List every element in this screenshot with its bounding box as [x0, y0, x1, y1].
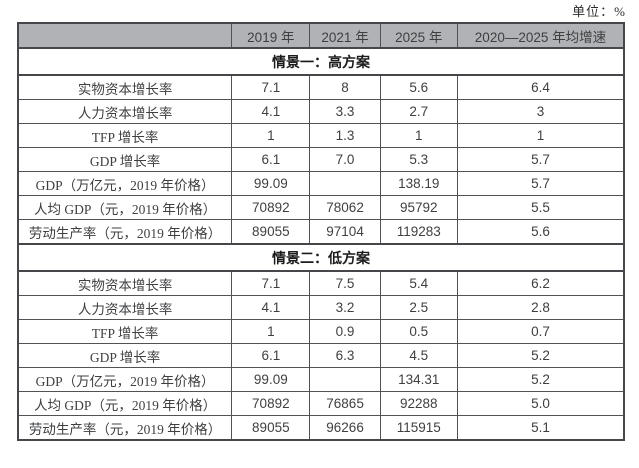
cell-value: 7.1 — [231, 74, 311, 100]
table-row: 劳动生产率（元，2019 年价格） 89055 96266 115915 5.1 — [17, 415, 625, 441]
cell-value: 5.2 — [456, 367, 625, 392]
section-header-low: 情景二：低方案 — [17, 243, 625, 272]
row-label: TFP 增长率 — [17, 123, 233, 148]
cell-value: 1 — [231, 319, 311, 344]
cell-value: 7.5 — [309, 270, 381, 296]
row-label: 人力资本增长率 — [17, 295, 233, 320]
row-label: 人均 GDP（元，2019 年价格） — [17, 195, 233, 220]
cell-value: 1 — [231, 123, 311, 148]
row-label: 实物资本增长率 — [17, 270, 233, 296]
row-label: GDP（万亿元，2019 年价格） — [17, 367, 233, 392]
row-label: GDP 增长率 — [17, 147, 233, 172]
cell-value: 0.5 — [379, 319, 458, 344]
cell-value: 5.6 — [456, 219, 625, 245]
cell-value: 78062 — [309, 195, 381, 220]
cell-value: 6.3 — [309, 343, 381, 368]
table-row: GDP（万亿元，2019 年价格） 99.09 134.31 5.2 — [17, 367, 625, 392]
cell-value: 1 — [456, 123, 625, 148]
cell-value: 5.3 — [379, 147, 458, 172]
row-label: 人力资本增长率 — [17, 99, 233, 124]
cell-value — [309, 367, 381, 392]
cell-value: 97104 — [309, 219, 381, 245]
cell-value: 5.7 — [456, 171, 625, 196]
cell-value: 0.7 — [456, 319, 625, 344]
cell-value: 96266 — [309, 415, 381, 441]
cell-value: 5.2 — [456, 343, 625, 368]
cell-value: 3.3 — [309, 99, 381, 124]
scenario-table-container: 2019 年 2021 年 2025 年 2020—2025 年均增速 情景一：… — [17, 22, 625, 441]
cell-value: 8 — [309, 74, 381, 100]
cell-value: 76865 — [309, 391, 381, 416]
cell-value: 2.8 — [456, 295, 625, 320]
table-row: 人均 GDP（元，2019 年价格） 70892 76865 92288 5.0 — [17, 391, 625, 416]
section-title: 情景二：低方案 — [17, 243, 625, 272]
gdp-scenario-table: 2019 年 2021 年 2025 年 2020—2025 年均增速 情景一：… — [17, 22, 625, 441]
cell-value: 99.09 — [231, 367, 311, 392]
row-label: GDP（万亿元，2019 年价格） — [17, 171, 233, 196]
header-cell-avg-growth: 2020—2025 年均增速 — [456, 22, 625, 49]
cell-value: 115915 — [379, 415, 458, 441]
cell-value: 5.4 — [379, 270, 458, 296]
cell-value: 5.1 — [456, 415, 625, 441]
cell-value: 119283 — [379, 219, 458, 245]
table-header-row: 2019 年 2021 年 2025 年 2020—2025 年均增速 — [17, 22, 625, 49]
header-cell-empty — [17, 22, 233, 49]
table-row: 人力资本增长率 4.1 3.2 2.5 2.8 — [17, 295, 625, 320]
cell-value: 0.9 — [309, 319, 381, 344]
table-row: 人力资本增长率 4.1 3.3 2.7 3 — [17, 99, 625, 124]
cell-value: 3 — [456, 99, 625, 124]
cell-value — [309, 171, 381, 196]
section-header-high: 情景一：高方案 — [17, 47, 625, 76]
table-row: 实物资本增长率 7.1 7.5 5.4 6.2 — [17, 270, 625, 296]
cell-value: 7.0 — [309, 147, 381, 172]
row-label: 人均 GDP（元，2019 年价格） — [17, 391, 233, 416]
cell-value: 6.2 — [456, 270, 625, 296]
cell-value: 6.1 — [231, 147, 311, 172]
header-cell-2019: 2019 年 — [231, 22, 311, 49]
cell-value: 95792 — [379, 195, 458, 220]
cell-value: 134.31 — [379, 367, 458, 392]
cell-value: 4.1 — [231, 295, 311, 320]
cell-value: 6.1 — [231, 343, 311, 368]
cell-value: 2.5 — [379, 295, 458, 320]
row-label: GDP 增长率 — [17, 343, 233, 368]
row-label: TFP 增长率 — [17, 319, 233, 344]
cell-value: 70892 — [231, 391, 311, 416]
table-row: TFP 增长率 1 1.3 1 1 — [17, 123, 625, 148]
row-label: 实物资本增长率 — [17, 74, 233, 100]
cell-value: 5.7 — [456, 147, 625, 172]
header-cell-2021: 2021 年 — [309, 22, 381, 49]
cell-value: 5.5 — [456, 195, 625, 220]
cell-value: 92288 — [379, 391, 458, 416]
section-title: 情景一：高方案 — [17, 47, 625, 76]
row-label: 劳动生产率（元，2019 年价格） — [17, 219, 233, 245]
table-row: GDP（万亿元，2019 年价格） 99.09 138.19 5.7 — [17, 171, 625, 196]
cell-value: 2.7 — [379, 99, 458, 124]
table-row: GDP 增长率 6.1 7.0 5.3 5.7 — [17, 147, 625, 172]
cell-value: 5.6 — [379, 74, 458, 100]
cell-value: 6.4 — [456, 74, 625, 100]
cell-value: 1 — [379, 123, 458, 148]
table-row: GDP 增长率 6.1 6.3 4.5 5.2 — [17, 343, 625, 368]
table-row: TFP 增长率 1 0.9 0.5 0.7 — [17, 319, 625, 344]
cell-value: 7.1 — [231, 270, 311, 296]
cell-value: 99.09 — [231, 171, 311, 196]
cell-value: 138.19 — [379, 171, 458, 196]
cell-value: 4.5 — [379, 343, 458, 368]
cell-value: 5.0 — [456, 391, 625, 416]
table-row: 实物资本增长率 7.1 8 5.6 6.4 — [17, 74, 625, 100]
cell-value: 3.2 — [309, 295, 381, 320]
table-row: 人均 GDP（元，2019 年价格） 70892 78062 95792 5.5 — [17, 195, 625, 220]
cell-value: 89055 — [231, 219, 311, 245]
cell-value: 89055 — [231, 415, 311, 441]
cell-value: 4.1 — [231, 99, 311, 124]
cell-value: 1.3 — [309, 123, 381, 148]
unit-label: 单位：% — [572, 4, 626, 19]
row-label: 劳动生产率（元，2019 年价格） — [17, 415, 233, 441]
table-row: 劳动生产率（元，2019 年价格） 89055 97104 119283 5.6 — [17, 219, 625, 245]
cell-value: 70892 — [231, 195, 311, 220]
header-cell-2025: 2025 年 — [379, 22, 458, 49]
